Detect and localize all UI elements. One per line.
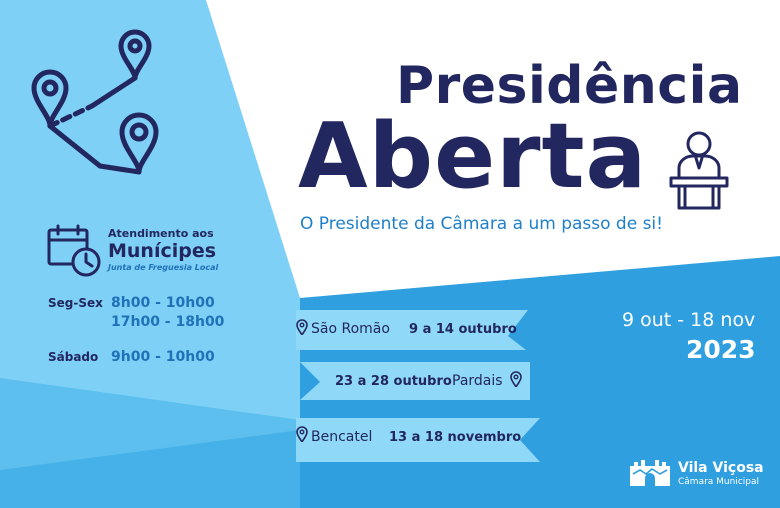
background-left-panel	[0, 0, 300, 508]
ribbon-2	[300, 362, 530, 400]
attendance-line-2: Munícipes	[108, 240, 217, 262]
schedule-day: Sábado	[48, 350, 99, 364]
ribbon-3	[296, 418, 540, 462]
attendance-line-1: Atendimento aos	[108, 227, 214, 240]
background-left-bottom	[0, 430, 300, 508]
speaker-podium-icon	[669, 131, 729, 210]
ribbon-1	[296, 310, 528, 350]
schedule-time: 8h00 - 10h00	[111, 295, 215, 311]
title-line-1: Presidência	[396, 56, 743, 116]
visit-dates: 23 a 28 outubro	[335, 374, 452, 389]
route-map-icon	[31, 29, 159, 175]
title-line-2: Aberta	[298, 104, 648, 209]
schedule-day: Seg-Sex	[48, 296, 103, 310]
visit-place: Pardais	[452, 373, 503, 389]
brand-subtitle: Câmara Municipal	[678, 477, 760, 487]
visit-place: Bencatel	[311, 429, 373, 445]
calendar-clock-icon	[47, 224, 101, 277]
location-pin-icon	[296, 426, 308, 443]
brand-name: Vila Viçosa	[678, 460, 764, 476]
location-pin-icon	[510, 371, 522, 388]
period-range: 9 out - 18 nov	[622, 309, 756, 331]
period-year: 2023	[686, 335, 756, 364]
visit-dates: 13 a 18 novembro	[389, 430, 522, 445]
schedule-time: 17h00 - 18h00	[111, 314, 225, 330]
attendance-line-3: Junta de Freguesia Local	[108, 263, 219, 272]
visit-place: São Romão	[311, 321, 390, 337]
subtitle: O Presidente da Câmara a um passo de si!	[300, 214, 663, 234]
visit-dates: 9 a 14 outubro	[409, 322, 517, 337]
schedule-time: 9h00 - 10h00	[111, 349, 215, 365]
castle-logo-icon	[630, 460, 670, 486]
location-pin-icon	[296, 319, 308, 336]
